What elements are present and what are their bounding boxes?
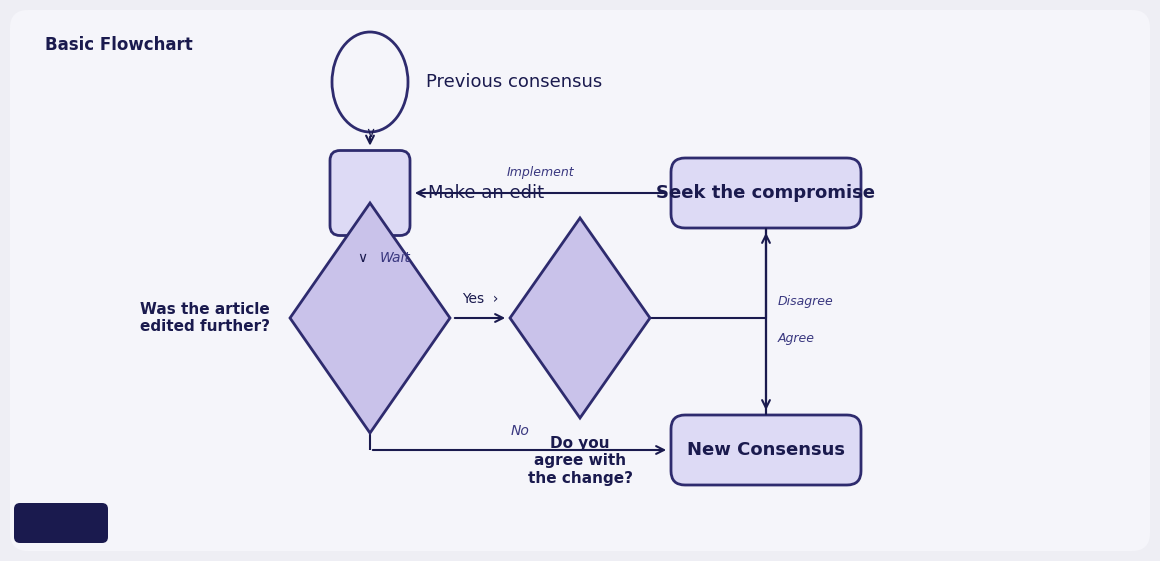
Text: Seek the compromise: Seek the compromise bbox=[657, 184, 876, 202]
Text: Previous consensus: Previous consensus bbox=[426, 73, 602, 91]
Text: Agree: Agree bbox=[778, 332, 815, 344]
FancyBboxPatch shape bbox=[670, 158, 861, 228]
Text: Was the article
edited further?: Was the article edited further? bbox=[140, 302, 270, 334]
Text: ∨: ∨ bbox=[365, 126, 375, 140]
Text: Basic Flowchart: Basic Flowchart bbox=[45, 36, 193, 54]
FancyBboxPatch shape bbox=[329, 150, 409, 236]
FancyBboxPatch shape bbox=[10, 10, 1150, 551]
FancyBboxPatch shape bbox=[14, 503, 108, 543]
FancyBboxPatch shape bbox=[670, 415, 861, 485]
Text: New Consensus: New Consensus bbox=[687, 441, 844, 459]
Text: Scilife: Scilife bbox=[35, 517, 87, 531]
Text: Yes  ›: Yes › bbox=[462, 292, 498, 306]
Text: No: No bbox=[512, 424, 530, 438]
Polygon shape bbox=[510, 218, 650, 418]
Text: Wait: Wait bbox=[380, 251, 411, 264]
Text: Make an edit: Make an edit bbox=[428, 184, 544, 202]
Text: Do you
agree with
the change?: Do you agree with the change? bbox=[528, 436, 632, 486]
Text: Disagree: Disagree bbox=[778, 295, 834, 307]
Polygon shape bbox=[290, 203, 450, 433]
Text: Implement: Implement bbox=[507, 166, 574, 179]
Text: ∨: ∨ bbox=[357, 251, 367, 264]
